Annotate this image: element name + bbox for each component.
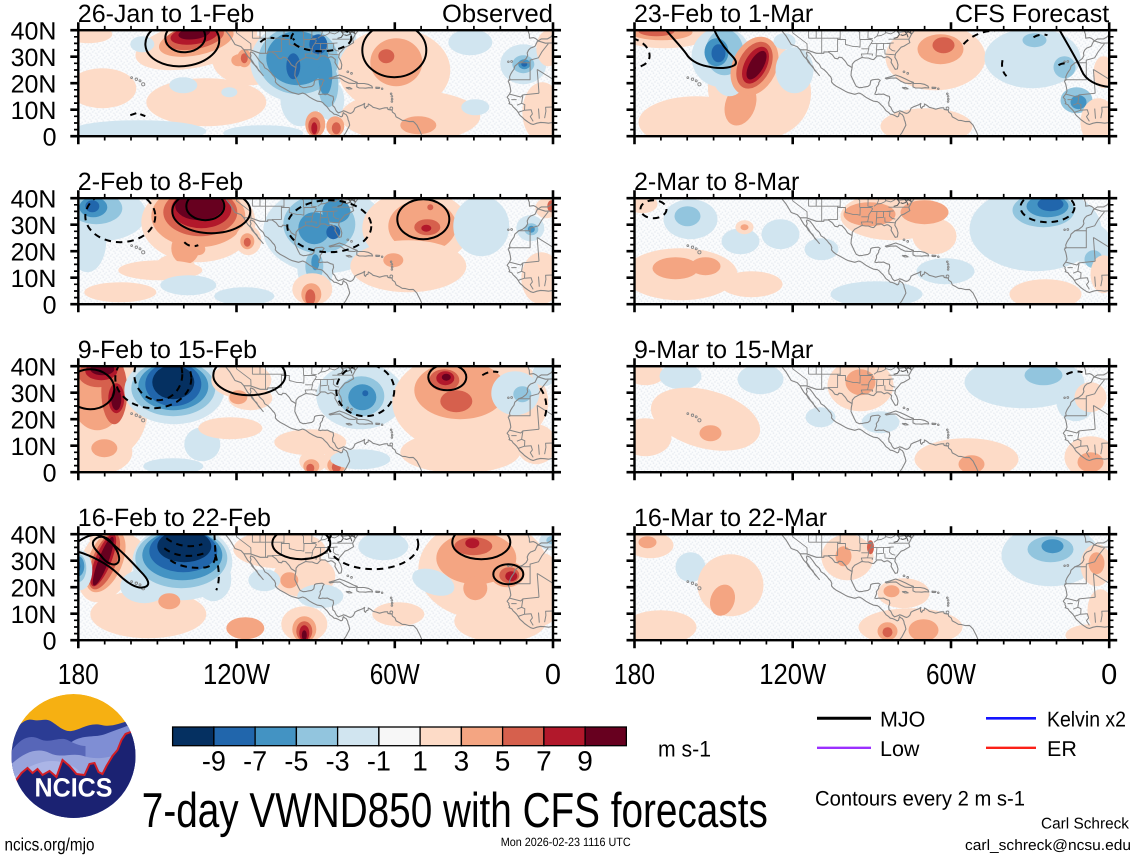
svg-text:10N: 10N <box>11 433 57 461</box>
svg-text:120W: 120W <box>759 659 827 691</box>
svg-text:26-Jan to 1-Feb: 26-Jan to 1-Feb <box>78 0 255 28</box>
svg-text:7-day VWND850 with CFS forecas: 7-day VWND850 with CFS forecasts <box>142 784 768 838</box>
svg-text:16-Mar to 22-Mar: 16-Mar to 22-Mar <box>634 504 827 532</box>
svg-text:-1: -1 <box>367 746 391 777</box>
svg-text:180: 180 <box>58 659 99 691</box>
svg-text:180: 180 <box>614 659 655 691</box>
svg-text:ER: ER <box>1047 737 1077 761</box>
svg-text:0: 0 <box>43 460 57 488</box>
svg-text:30N: 30N <box>11 44 57 72</box>
svg-text:30N: 30N <box>11 380 57 408</box>
svg-text:-7: -7 <box>243 746 267 777</box>
svg-text:120W: 120W <box>203 659 271 691</box>
svg-text:40N: 40N <box>11 522 57 550</box>
svg-text:Carl Schreck: Carl Schreck <box>1041 816 1129 833</box>
svg-text:2-Mar to 8-Mar: 2-Mar to 8-Mar <box>634 168 799 196</box>
svg-text:40N: 40N <box>11 354 57 382</box>
svg-text:30N: 30N <box>11 548 57 576</box>
svg-text:Low: Low <box>880 737 920 761</box>
svg-text:23-Feb to 1-Mar: 23-Feb to 1-Mar <box>634 0 813 28</box>
svg-text:Contours every 2 m s-1: Contours every 2 m s-1 <box>815 788 1025 811</box>
svg-text:-5: -5 <box>284 746 308 777</box>
svg-text:Kelvin x2: Kelvin x2 <box>1047 708 1126 732</box>
svg-text:10N: 10N <box>11 265 57 293</box>
svg-text:10N: 10N <box>11 601 57 629</box>
svg-text:20N: 20N <box>11 407 57 435</box>
svg-text:ncics.org/mjo: ncics.org/mjo <box>5 834 95 854</box>
svg-text:0: 0 <box>43 628 57 656</box>
svg-text:10N: 10N <box>11 97 57 125</box>
svg-text:0: 0 <box>43 292 57 320</box>
svg-text:7: 7 <box>536 746 552 777</box>
svg-text:0: 0 <box>545 659 561 691</box>
svg-text:20N: 20N <box>11 239 57 267</box>
svg-text:9-Feb to 15-Feb: 9-Feb to 15-Feb <box>78 336 257 364</box>
svg-text:-9: -9 <box>202 746 226 777</box>
svg-text:20N: 20N <box>11 575 57 603</box>
svg-text:m s-1: m s-1 <box>658 736 711 761</box>
svg-text:MJO: MJO <box>880 708 925 732</box>
svg-text:NCICS: NCICS <box>35 773 113 803</box>
svg-text:CFS Forecast: CFS Forecast <box>955 0 1109 28</box>
svg-text:0: 0 <box>43 124 57 152</box>
svg-text:9: 9 <box>577 746 593 777</box>
svg-text:60W: 60W <box>926 659 977 691</box>
svg-text:2-Feb to 8-Feb: 2-Feb to 8-Feb <box>78 168 243 196</box>
svg-text:20N: 20N <box>11 71 57 99</box>
svg-text:9-Mar to 15-Mar: 9-Mar to 15-Mar <box>634 336 813 364</box>
svg-text:5: 5 <box>495 746 511 777</box>
svg-text:40N: 40N <box>11 186 57 214</box>
svg-text:Observed: Observed <box>442 0 553 28</box>
svg-text:3: 3 <box>454 746 470 777</box>
svg-text:60W: 60W <box>370 659 421 691</box>
svg-text:1: 1 <box>412 746 428 777</box>
svg-text:30N: 30N <box>11 212 57 240</box>
svg-text:16-Feb to 22-Feb: 16-Feb to 22-Feb <box>78 504 271 532</box>
svg-text:Mon 2026-02-23 1116 UTC: Mon 2026-02-23 1116 UTC <box>501 835 631 849</box>
svg-text:-3: -3 <box>326 746 350 777</box>
svg-text:40N: 40N <box>11 18 57 46</box>
svg-text:carl_schreck@ncsu.edu: carl_schreck@ncsu.edu <box>965 837 1131 854</box>
svg-text:0: 0 <box>1101 659 1117 691</box>
